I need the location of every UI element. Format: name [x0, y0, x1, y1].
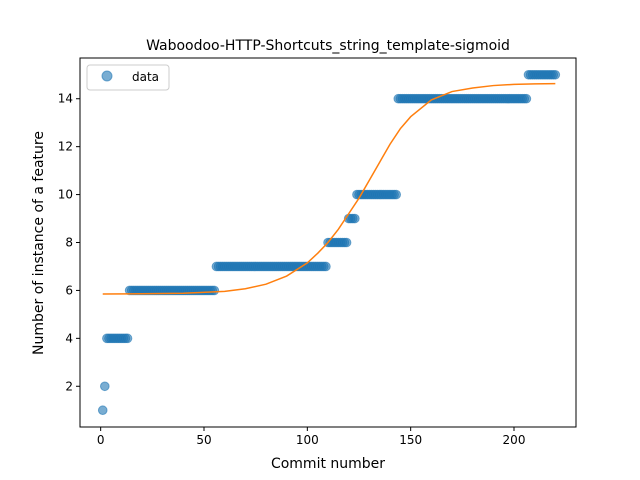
data-point	[391, 189, 402, 200]
data-point	[122, 333, 133, 344]
fit-line	[102, 82, 556, 295]
data-point	[550, 69, 561, 80]
data-point	[100, 381, 110, 392]
y-tick-label: 6	[65, 283, 73, 297]
data-point	[350, 213, 360, 224]
x-tick-label: 200	[503, 433, 526, 447]
x-tick-label: 100	[296, 433, 319, 447]
chart-title: Waboodoo-HTTP-Shortcuts_string_template-…	[146, 38, 510, 54]
legend-marker-data	[101, 70, 113, 82]
y-tick-label: 14	[58, 92, 73, 106]
x-tick-label: 50	[196, 433, 211, 447]
data-point	[97, 405, 108, 416]
y-tick-label: 8	[65, 236, 73, 250]
data-point	[341, 237, 352, 248]
legend-label-data: data	[132, 70, 159, 84]
data-point	[321, 261, 331, 272]
x-tick-label: 150	[399, 433, 422, 447]
y-axis-label: Number of instance of a feature	[31, 131, 47, 355]
y-tick-label: 2	[65, 379, 73, 393]
data-point	[521, 93, 532, 104]
y-tick-label: 12	[58, 140, 73, 154]
x-tick-label: 0	[97, 433, 105, 447]
data-point	[209, 285, 220, 296]
x-axis-label: Commit number	[271, 456, 385, 472]
y-tick-label: 4	[65, 331, 73, 345]
legend: data	[86, 64, 170, 91]
y-tick-label: 10	[58, 188, 73, 202]
